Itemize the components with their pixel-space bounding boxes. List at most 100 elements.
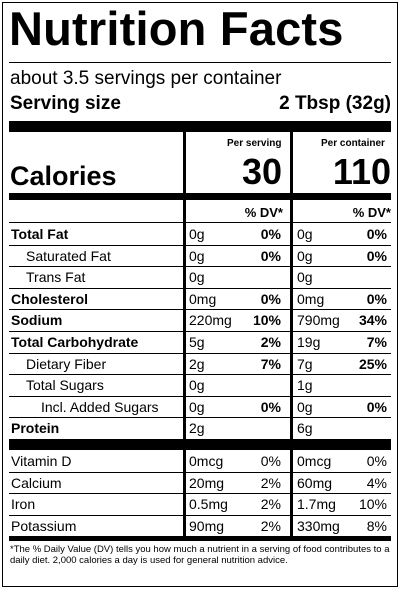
row-divider (9, 471, 391, 473)
nutrient-row: Total Fat 0g 0% 0g 0% (9, 223, 391, 244)
amount-per-serving: 5g (189, 334, 205, 350)
row-divider (9, 287, 391, 289)
nutrient-row: Protein 2g 6g (9, 417, 391, 438)
dv-per-serving: 0% (260, 398, 281, 415)
amount-per-serving: 0g (189, 226, 205, 242)
micronutrient-row: Iron 0.5mg 2% 1.7mg 10% (9, 493, 391, 514)
dv-per-container: 34% (358, 312, 387, 329)
dv-per-serving: 2% (260, 334, 281, 350)
thick-divider (9, 439, 391, 450)
dv-per-serving: 2% (260, 517, 281, 534)
nutrient-name: Saturated Fat (26, 247, 111, 264)
dv-header-serving: % DV* (244, 205, 283, 220)
dv-per-serving: 0% (260, 290, 281, 307)
row-divider (9, 374, 391, 376)
amount-per-serving: 0g (189, 247, 205, 264)
nutrient-row: Dietary Fiber 2g 7% 7g 25% (9, 353, 391, 374)
calories-per-serving: 30 (241, 151, 282, 192)
nutrient-row: Sodium 220mg 10% 790mg 34% (9, 309, 391, 330)
nutrient-row: Incl. Added Sugars 0g 0% 0g 0% (9, 396, 391, 417)
label-title: Nutrition Facts (9, 2, 344, 55)
nutrient-row: Total Carbohydrate 5g 2% 19g 7% (9, 331, 391, 352)
amount-per-serving: 0g (189, 398, 205, 415)
dv-per-serving: 0% (260, 247, 281, 264)
nutrient-name: Total Sugars (26, 377, 104, 394)
amount-per-serving: 2g (189, 420, 205, 437)
amount-per-serving: 20mg (189, 474, 225, 491)
nutrient-row: Trans Fat 0g 0g (9, 266, 391, 287)
amount-per-serving: 220mg (189, 312, 232, 329)
divider (9, 222, 391, 223)
amount-per-serving: 2g (189, 355, 205, 372)
row-divider (9, 417, 391, 419)
calories-label: Calories (10, 161, 117, 191)
nutrient-name: Protein (11, 420, 60, 437)
row-divider (9, 395, 391, 397)
amount-per-container: 0g (297, 226, 313, 242)
row-divider (9, 266, 391, 268)
thick-divider (9, 121, 391, 132)
amount-per-container: 1.7mg (297, 496, 336, 512)
column-separator-2 (290, 132, 293, 538)
nutrient-name: Trans Fat (26, 269, 86, 286)
servings-per-container: about 3.5 servings per container (10, 68, 282, 89)
nutrient-name: Vitamin D (11, 453, 72, 469)
dv-per-container: 0% (366, 247, 387, 264)
amount-per-serving: 0mg (189, 290, 217, 307)
dv-per-container: 0% (366, 290, 387, 307)
nutrient-row: Total Sugars 0g 1g (9, 374, 391, 395)
dv-per-serving: 7% (260, 355, 281, 372)
amount-per-serving: 0mcg (189, 453, 224, 469)
dv-per-container: 0% (366, 226, 387, 242)
row-divider (9, 352, 391, 354)
nutrient-name: Sodium (11, 312, 63, 329)
dv-per-container: 0% (366, 453, 387, 469)
amount-per-container: 0mg (297, 290, 325, 307)
dv-header-container: % DV* (352, 205, 391, 220)
row-divider (9, 514, 391, 516)
per-container-header: Per container (321, 138, 385, 149)
dv-per-container: 0% (366, 398, 387, 415)
dv-per-container: 10% (358, 496, 387, 512)
dv-per-serving: 10% (252, 312, 281, 329)
amount-per-container: 7g (297, 355, 313, 372)
amount-per-serving: 0.5mg (189, 496, 228, 512)
nutrient-name: Dietary Fiber (26, 355, 107, 372)
dv-per-container: 25% (358, 355, 387, 372)
nutrition-label: Nutrition Facts about 3.5 servings per c… (2, 2, 398, 587)
micronutrient-row: Potassium 90mg 2% 330mg 8% (9, 515, 391, 536)
footnote: *The % Daily Value (DV) tells you how mu… (10, 544, 390, 566)
amount-per-serving: 90mg (189, 517, 225, 534)
dv-per-serving: 2% (260, 496, 281, 512)
amount-per-serving: 0g (189, 269, 205, 286)
nutrient-name: Incl. Added Sugars (41, 398, 159, 415)
nutrient-row: Saturated Fat 0g 0% 0g 0% (9, 245, 391, 266)
divider (9, 62, 391, 63)
micronutrient-row: Vitamin D 0mcg 0% 0mcg 0% (9, 450, 391, 471)
thick-divider (9, 193, 391, 200)
dv-per-serving: 2% (260, 474, 281, 491)
row-divider (9, 309, 391, 311)
row-divider (9, 493, 391, 494)
serving-size-label: Serving size (10, 93, 121, 114)
row-divider (9, 244, 391, 246)
nutrient-name: Calcium (11, 474, 62, 491)
amount-per-container: 790mg (297, 312, 340, 329)
column-separator-1 (183, 132, 186, 538)
dv-per-container: 4% (366, 474, 387, 491)
amount-per-container: 1g (297, 377, 313, 394)
dv-per-container: 8% (366, 517, 387, 534)
amount-per-container: 0g (297, 269, 313, 286)
dv-per-serving: 0% (260, 453, 281, 469)
nutrient-name: Potassium (11, 517, 77, 534)
nutrient-name: Total Fat (11, 226, 69, 242)
calories-per-container: 110 (332, 151, 391, 192)
amount-per-container: 0g (297, 398, 313, 415)
per-serving-header: Per serving (227, 138, 282, 149)
amount-per-container: 330mg (297, 517, 340, 534)
dv-per-serving: 0% (260, 226, 281, 242)
amount-per-container: 0g (297, 247, 313, 264)
amount-per-container: 6g (297, 420, 313, 437)
dv-per-container: 7% (366, 334, 387, 350)
amount-per-container: 60mg (297, 474, 333, 491)
